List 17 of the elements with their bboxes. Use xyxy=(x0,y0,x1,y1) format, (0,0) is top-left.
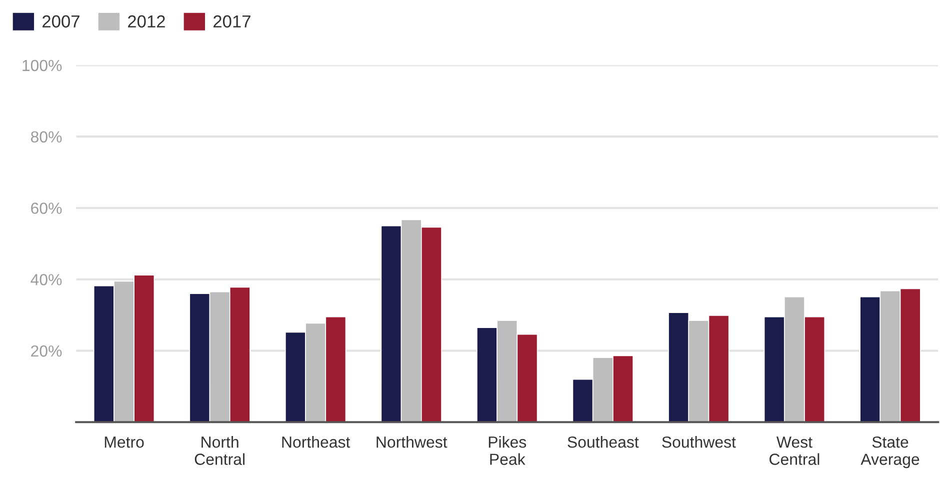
x-tick-label: North Central xyxy=(194,436,244,465)
x-tick-label: West Central xyxy=(770,436,820,465)
x-tick-label: Metro xyxy=(104,436,144,448)
x-tick-label: Southwest xyxy=(662,436,736,448)
legend-label: 2017 xyxy=(214,15,250,28)
x-tick-label: Northeast xyxy=(282,436,350,448)
legend-label: 2007 xyxy=(42,15,80,28)
y-tick-label: 60% xyxy=(31,202,62,214)
y-tick-label: 40% xyxy=(30,274,62,286)
x-tick-label: Pikes Peak xyxy=(488,436,526,465)
y-tick-label: 80% xyxy=(30,131,62,143)
legend-label: 2012 xyxy=(128,15,165,28)
x-tick-label: Southeast xyxy=(568,436,639,448)
y-tick-label: 100% xyxy=(22,60,62,72)
x-tick-label: State Average xyxy=(860,436,920,468)
y-tick-label: 20% xyxy=(31,345,62,357)
x-tick-label: Northwest xyxy=(376,436,448,448)
